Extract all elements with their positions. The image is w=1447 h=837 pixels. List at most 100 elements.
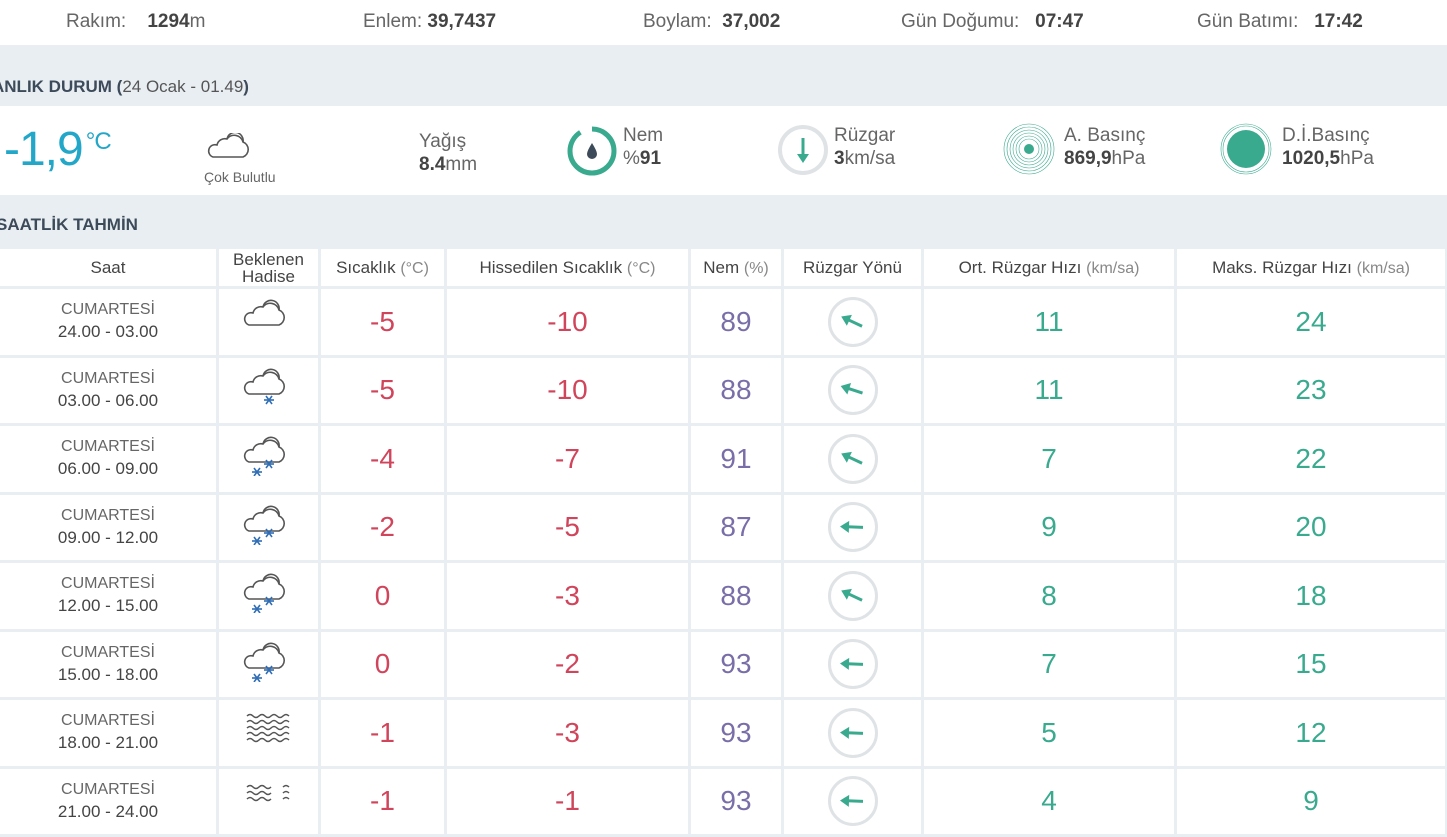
feels-like-cell: -1 (447, 768, 688, 834)
latitude-label: Enlem: (363, 11, 423, 32)
humidity-cell: 93 (691, 700, 781, 766)
day-label: CUMARTESİ (61, 301, 155, 319)
wind-direction-cell (784, 289, 921, 355)
sunrise-value: 07:47 (1035, 11, 1084, 32)
wind-arrow-icon (827, 433, 878, 484)
weather-cell (219, 563, 318, 629)
current-conditions-panel: -1,9 °C Çok Bulutlu Yağış 8.4mm Nem %91 Rüz… (0, 106, 1447, 195)
day-label: CUMARTESİ (61, 438, 155, 456)
precip-value: 8.4 (419, 154, 446, 175)
time-cell: CUMARTESİ 03.00 - 06.00 (0, 357, 216, 423)
temperature-cell: -4 (321, 426, 444, 492)
table-row: CUMARTESİ 12.00 - 15.00 0 -3 88 8 18 (0, 563, 1445, 629)
sea-level-pressure-icon (1220, 123, 1272, 175)
max-wind-cell: 23 (1177, 357, 1445, 423)
wind-direction-cell (784, 768, 921, 834)
avg-wind-cell: 8 (924, 563, 1174, 629)
cloud-snow-icon (243, 505, 285, 546)
max-wind-cell: 20 (1177, 494, 1445, 560)
wind-arrow-icon (827, 570, 878, 621)
wind-arrow-icon (827, 776, 878, 827)
humidity-label: Nem (623, 125, 664, 146)
sunrise-label: Gün Doğumu: (901, 11, 1020, 32)
sea-pressure-value: 1020,5 (1282, 148, 1341, 169)
table-row: CUMARTESİ 06.00 - 09.00 -4 -7 91 7 22 (0, 426, 1445, 492)
day-label: CUMARTESİ (61, 780, 155, 798)
feels-like-cell: -2 (447, 631, 688, 697)
humidity-gauge-icon (567, 126, 617, 176)
humidity-cell: 91 (691, 426, 781, 492)
avg-wind-cell: 7 (924, 631, 1174, 697)
time-range: 06.00 - 09.00 (57, 459, 159, 479)
day-label: CUMARTESİ (61, 575, 155, 593)
condition-label: Çok Bulutlu (204, 169, 276, 185)
cloud-snow-icon (243, 642, 285, 683)
weather-cell (219, 426, 318, 492)
weather-cell (219, 357, 318, 423)
day-label: CUMARTESİ (61, 506, 155, 524)
avg-wind-cell: 11 (924, 289, 1174, 355)
station-info-bar: Rakım: 1294m Enlem: 39,7437 Boylam: 37,0… (0, 0, 1447, 45)
col-temp: Sıcaklık (°C) (321, 249, 444, 286)
feels-like-cell: -10 (447, 289, 688, 355)
table-row: CUMARTESİ 09.00 - 12.00 -2 -5 87 9 20 (0, 494, 1445, 560)
day-label: CUMARTESİ (61, 643, 155, 661)
avg-wind-cell: 7 (924, 426, 1174, 492)
time-range: 24.00 - 03.00 (57, 322, 159, 342)
sunset-value: 17:42 (1314, 11, 1363, 32)
fog-icon (245, 784, 290, 801)
temperature-cell: -1 (321, 768, 444, 834)
precip-label: Yağış (419, 131, 467, 152)
avg-wind-cell: 5 (924, 700, 1174, 766)
day-label: CUMARTESİ (61, 712, 155, 730)
wind-direction-cell (784, 357, 921, 423)
max-wind-cell: 22 (1177, 426, 1445, 492)
weather-cell (219, 768, 318, 834)
humidity-value: 91 (639, 148, 662, 169)
weather-cell (219, 631, 318, 697)
weather-cell (219, 289, 318, 355)
fog-icon (245, 714, 290, 743)
longitude-label: Boylam: (643, 11, 712, 32)
time-cell: CUMARTESİ 12.00 - 15.00 (0, 563, 216, 629)
col-feel: Hissedilen Sıcaklık (°C) (447, 249, 688, 286)
pressure-value: 869,9 (1064, 148, 1112, 169)
time-cell: CUMARTESİ 21.00 - 24.00 (0, 768, 216, 834)
col-wind-dir: Rüzgar Yönü (784, 249, 921, 286)
temperature-cell: -5 (321, 357, 444, 423)
temperature-cell: 0 (321, 631, 444, 697)
col-humidity: Nem (%) (691, 249, 781, 286)
feels-like-cell: -3 (447, 700, 688, 766)
time-range: 15.00 - 18.00 (57, 664, 159, 684)
time-range: 09.00 - 12.00 (57, 527, 159, 547)
temperature-cell: 0 (321, 563, 444, 629)
max-wind-cell: 9 (1177, 768, 1445, 834)
avg-wind-cell: 4 (924, 768, 1174, 834)
max-wind-cell: 12 (1177, 700, 1445, 766)
cloud-snow-icon (243, 368, 285, 405)
wind-arrow-icon (827, 639, 878, 690)
humidity-cell: 93 (691, 631, 781, 697)
hourly-forecast-table: Saat Beklenen Hadise Sıcaklık (°C) Hisse… (0, 246, 1447, 837)
feels-like-cell: -5 (447, 494, 688, 560)
max-wind-cell: 15 (1177, 631, 1445, 697)
wind-direction-cell (784, 563, 921, 629)
weather-cell (219, 700, 318, 766)
table-row: CUMARTESİ 24.00 - 03.00 -5 -10 89 11 24 (0, 289, 1445, 355)
wind-arrow-icon (827, 365, 878, 416)
temperature-cell: -1 (321, 700, 444, 766)
cloud-icon (207, 133, 249, 158)
current-conditions-heading: ANLIK DURUM (24 Ocak - 01.49) (0, 77, 249, 96)
wind-direction-cell (784, 700, 921, 766)
table-row: CUMARTESİ 03.00 - 06.00 -5 -10 88 11 23 (0, 357, 1445, 423)
max-wind-cell: 24 (1177, 289, 1445, 355)
col-saat: Saat (0, 249, 216, 286)
humidity-cell: 87 (691, 494, 781, 560)
altitude-label: Rakım: (66, 11, 127, 32)
humidity-cell: 89 (691, 289, 781, 355)
wind-direction-cell (784, 631, 921, 697)
col-max-wind: Maks. Rüzgar Hızı (km/sa) (1177, 249, 1445, 286)
avg-wind-cell: 11 (924, 357, 1174, 423)
table-row: CUMARTESİ 21.00 - 24.00 -1 -1 93 4 9 (0, 768, 1445, 834)
time-cell: CUMARTESİ 09.00 - 12.00 (0, 494, 216, 560)
